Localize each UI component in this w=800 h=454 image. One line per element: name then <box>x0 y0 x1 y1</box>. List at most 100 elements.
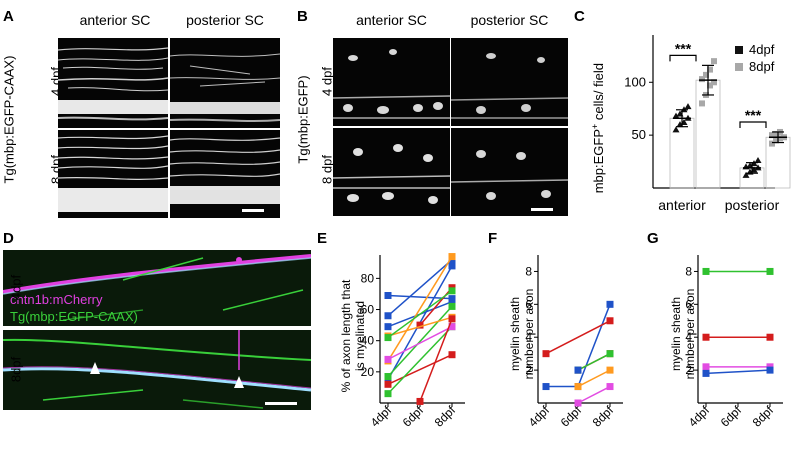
micrograph-a-anterior-4dpf <box>58 38 168 128</box>
data-point <box>448 315 456 323</box>
x-tick-label: 4dpf <box>368 403 395 430</box>
panel-d-row-8dpf: 8dpf <box>8 356 24 383</box>
data-point <box>672 112 680 119</box>
y-tick-label: 100 <box>624 74 646 89</box>
panel-a-letter: A <box>3 8 14 25</box>
data-point <box>416 397 424 405</box>
data-point <box>448 298 456 306</box>
data-point <box>684 103 692 110</box>
data-point <box>384 355 392 363</box>
data-point <box>416 321 424 329</box>
data-point <box>448 287 456 295</box>
panel-f-letter: F <box>488 230 498 247</box>
panel-d-row-4dpf: 4dpf <box>8 274 24 301</box>
series-line <box>577 385 611 404</box>
data-point <box>742 171 750 178</box>
significance-label: *** <box>675 40 692 56</box>
series-line <box>387 256 453 362</box>
panel-e-chart: 20 40 60 80 4dpf 6dpf 8dpf <box>361 253 465 430</box>
series-line <box>545 320 611 355</box>
data-point <box>606 383 614 391</box>
data-point <box>384 292 392 300</box>
data-point <box>711 79 717 86</box>
data-point <box>766 366 774 374</box>
panel-b-letter: B <box>297 8 308 25</box>
y-tick-label: 40 <box>361 334 375 348</box>
data-point <box>448 323 456 331</box>
micrograph-b-posterior-8dpf <box>451 128 568 216</box>
data-point <box>711 58 717 65</box>
x-tick-label: 8dpf <box>432 403 459 430</box>
data-point <box>702 267 710 275</box>
y-tick-label: 2 <box>685 363 692 377</box>
panel-a-transgene-label: Tg(mbp:EGFP-CAAX) <box>1 55 17 184</box>
series-line <box>577 369 611 388</box>
series-line <box>705 369 771 375</box>
series-line <box>387 354 453 385</box>
y-tick-label: 2 <box>525 363 532 377</box>
data-point <box>574 366 582 374</box>
data-point <box>672 126 680 133</box>
data-point <box>699 76 705 83</box>
arrowhead-icon <box>234 376 244 388</box>
data-point <box>384 380 392 388</box>
y-tick-label: 80 <box>361 271 375 285</box>
panel-d-letter: D <box>3 230 14 247</box>
panel-c-legend-4dpf: 4dpf <box>735 42 774 57</box>
panel-a-header-anterior: anterior SC <box>79 12 151 28</box>
data-point <box>384 373 392 381</box>
micrograph-d-8dpf <box>3 330 311 410</box>
significance-bracket <box>739 121 767 128</box>
y-tick-label: 8 <box>685 264 692 278</box>
data-point <box>384 390 392 398</box>
micrograph-a-posterior-8dpf <box>170 130 280 218</box>
bar <box>669 117 695 189</box>
panel-a-header-posterior: posterior SC <box>186 12 264 28</box>
data-point <box>773 137 779 144</box>
significance-label: *** <box>745 107 762 123</box>
data-point <box>777 135 783 142</box>
data-point <box>384 323 392 331</box>
scale-bar <box>242 209 264 212</box>
x-tick-label: 6dpf <box>718 403 745 430</box>
significance-bracket <box>669 54 697 62</box>
y-tick-label: 20 <box>361 365 375 379</box>
scale-bar <box>265 402 297 405</box>
data-point <box>769 132 775 139</box>
micrograph-b-anterior-8dpf <box>333 128 450 216</box>
data-point <box>754 157 762 164</box>
data-point <box>699 100 705 107</box>
panel-d-label-egfp: Tg(mbp:EGFP-CAAX) <box>10 309 138 324</box>
micrograph-b-posterior-4dpf <box>451 38 568 126</box>
panel-b-header-posterior: posterior SC <box>470 12 549 28</box>
series-line <box>387 305 453 378</box>
data-point <box>448 253 456 261</box>
data-point <box>606 350 614 358</box>
data-point <box>574 399 582 407</box>
arrowhead-icon <box>90 362 100 374</box>
panel-e-letter: E <box>317 230 328 247</box>
data-point <box>766 333 774 341</box>
x-tick-label: 4dpf <box>526 403 553 430</box>
series-line <box>387 325 453 361</box>
x-tick-label: 8dpf <box>590 403 617 430</box>
data-point <box>448 262 456 270</box>
x-category-label: posterior <box>725 197 780 213</box>
data-point <box>769 140 775 147</box>
data-point <box>542 350 550 358</box>
panel-c-letter: C <box>574 8 585 25</box>
data-point <box>707 82 713 89</box>
panel-g-letter: G <box>647 230 659 247</box>
micrograph-a-posterior-4dpf <box>170 38 280 128</box>
micrograph-b-anterior-4dpf <box>333 38 450 126</box>
data-point <box>574 383 582 391</box>
data-point <box>707 66 713 73</box>
y-tick-label: 50 <box>632 127 646 142</box>
x-category-label: anterior <box>658 197 706 213</box>
y-tick-label: 4 <box>685 330 692 344</box>
panel-c-chart: 50 100 anterior *** posterior *** <box>624 35 791 213</box>
data-point <box>542 383 550 391</box>
micrograph-d-4dpf <box>3 250 311 326</box>
data-point <box>448 351 456 359</box>
